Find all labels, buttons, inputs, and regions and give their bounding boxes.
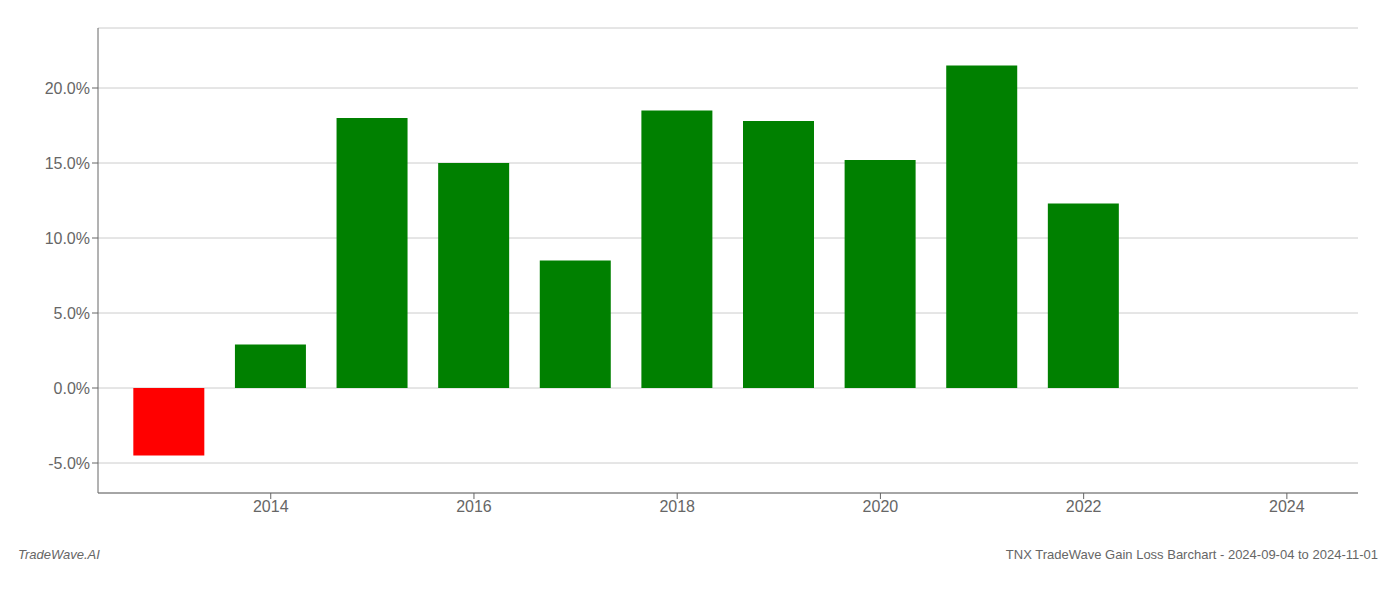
svg-text:20.0%: 20.0%: [45, 80, 90, 97]
svg-text:10.0%: 10.0%: [45, 230, 90, 247]
svg-text:2016: 2016: [456, 498, 492, 515]
svg-text:15.0%: 15.0%: [45, 155, 90, 172]
svg-text:2024: 2024: [1269, 498, 1305, 515]
svg-text:2018: 2018: [659, 498, 695, 515]
svg-text:0.0%: 0.0%: [54, 380, 90, 397]
svg-text:-5.0%: -5.0%: [48, 455, 90, 472]
svg-text:2014: 2014: [253, 498, 289, 515]
svg-text:5.0%: 5.0%: [54, 305, 90, 322]
html-text:TradeWave.AI: TradeWave.AI: [18, 547, 100, 562]
svg-text:2020: 2020: [863, 498, 899, 515]
html-text:TNX TradeWave Gain Loss Barcha: TNX TradeWave Gain Loss Barchart - 2024-…: [1005, 547, 1378, 562]
svg-text:2022: 2022: [1066, 498, 1102, 515]
